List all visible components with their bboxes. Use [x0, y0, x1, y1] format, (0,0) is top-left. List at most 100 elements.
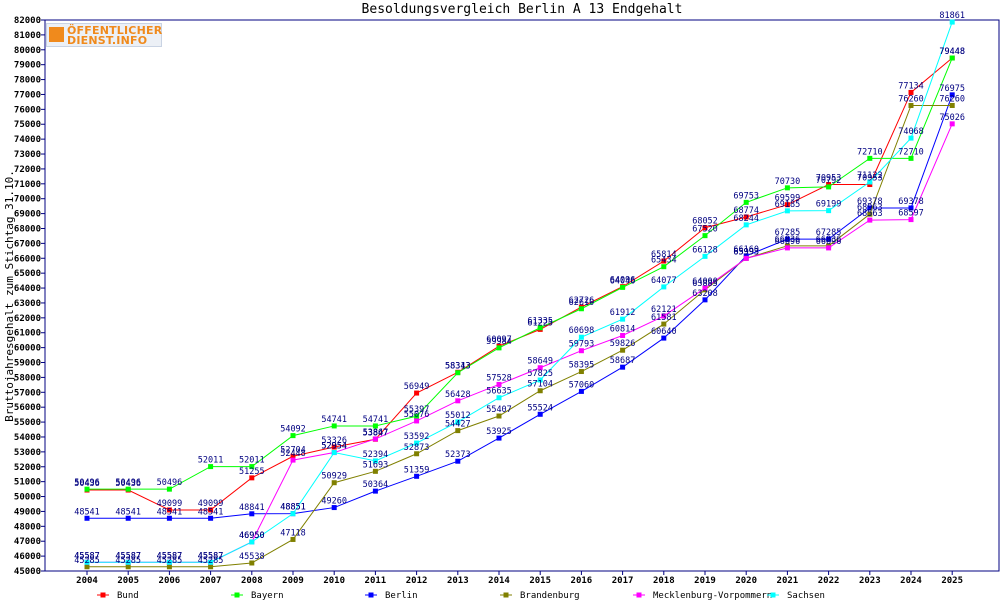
data-label: 55524: [527, 403, 553, 413]
y-tick-label: 66000: [14, 254, 41, 264]
data-point: [908, 89, 914, 95]
data-label: 48851: [280, 503, 306, 513]
data-label: 46950: [239, 531, 265, 541]
data-point: [166, 486, 172, 492]
y-tick-label: 58000: [14, 373, 41, 383]
data-point: [908, 217, 914, 223]
data-label: 64096: [610, 276, 636, 286]
data-point: [455, 370, 461, 376]
data-label: 61912: [610, 308, 636, 318]
data-label: 58343: [445, 361, 471, 371]
data-point: [784, 236, 790, 242]
y-tick-label: 55000: [14, 418, 41, 428]
data-point: [826, 184, 832, 190]
y-tick-label: 68000: [14, 224, 41, 234]
data-label: 66696: [816, 237, 842, 247]
data-point: [784, 245, 790, 251]
data-point: [826, 236, 832, 242]
data-label: 45285: [115, 556, 141, 566]
data-point: [331, 444, 337, 450]
data-point: [867, 211, 873, 217]
data-label: 60814: [610, 324, 636, 334]
data-label: 65993: [733, 247, 759, 257]
series-line: [87, 94, 953, 519]
x-tick-label: 2010: [323, 576, 345, 586]
data-label: 53592: [404, 432, 430, 442]
legend-marker: [636, 592, 642, 598]
data-label: 54741: [321, 415, 347, 425]
data-point: [208, 559, 214, 565]
x-tick-label: 2011: [365, 576, 387, 586]
data-label: 58687: [610, 356, 636, 366]
data-label: 53925: [486, 427, 512, 437]
data-label: 45285: [198, 556, 224, 566]
data-point: [496, 345, 502, 351]
y-tick-label: 56000: [14, 403, 41, 413]
data-label: 51693: [363, 460, 389, 470]
data-label: 63885: [692, 279, 718, 289]
data-point: [249, 511, 255, 517]
data-point: [372, 423, 378, 429]
legend-marker: [234, 592, 240, 598]
data-point: [166, 507, 172, 513]
data-point: [84, 486, 90, 492]
plot-area: [44, 19, 1000, 572]
data-label: 51359: [404, 465, 430, 475]
data-point: [372, 458, 378, 464]
data-point: [702, 285, 708, 291]
data-point: [290, 457, 296, 463]
data-point: [414, 418, 420, 424]
data-point: [290, 536, 296, 542]
y-tick-label: 47000: [14, 537, 41, 547]
data-point: [826, 208, 832, 214]
x-tick-label: 2008: [241, 576, 263, 586]
data-label: 55397: [404, 405, 430, 415]
data-label: 50364: [363, 480, 389, 490]
data-point: [537, 411, 543, 417]
data-label: 46950: [239, 531, 265, 541]
data-label: 69753: [733, 191, 759, 201]
data-label: 50929: [321, 472, 347, 482]
data-point: [743, 255, 749, 261]
data-point: [867, 217, 873, 223]
data-label: 71122: [857, 171, 883, 181]
data-label: 49099: [157, 499, 183, 509]
y-tick-label: 67000: [14, 239, 41, 249]
data-point: [743, 199, 749, 205]
data-label: 57825: [527, 369, 553, 379]
data-point: [290, 511, 296, 517]
data-label: 79448: [939, 47, 965, 57]
x-tick-label: 2019: [694, 576, 716, 586]
data-point: [578, 369, 584, 375]
data-label: 50436: [74, 479, 100, 489]
data-point: [784, 185, 790, 191]
legend-label: Sachsen: [787, 591, 825, 600]
data-label: 59793: [569, 340, 595, 350]
logo-text-bottom: DIENST.INFO: [67, 34, 148, 47]
data-label: 67285: [775, 228, 801, 238]
data-label: 45285: [157, 556, 183, 566]
x-tick-label: 2020: [735, 576, 757, 586]
data-label: 57060: [569, 380, 595, 390]
x-tick-label: 2021: [777, 576, 799, 586]
data-point: [208, 515, 214, 521]
data-label: 69185: [775, 200, 801, 210]
data-point: [949, 121, 955, 127]
data-point: [661, 284, 667, 290]
data-label: 52873: [404, 443, 430, 453]
data-point: [661, 335, 667, 341]
x-tick-label: 2024: [900, 576, 922, 586]
data-label: 52704: [280, 445, 306, 455]
data-label: 61225: [527, 318, 553, 328]
data-point: [867, 155, 873, 161]
y-tick-label: 79000: [14, 61, 41, 71]
y-tick-label: 71000: [14, 180, 41, 190]
data-point: [496, 413, 502, 419]
data-point: [372, 488, 378, 494]
y-tick-label: 74000: [14, 135, 41, 145]
data-label: 61335: [527, 317, 553, 327]
data-point: [414, 473, 420, 479]
data-label: 68244: [733, 214, 759, 224]
data-label: 62726: [569, 296, 595, 306]
data-point: [908, 155, 914, 161]
